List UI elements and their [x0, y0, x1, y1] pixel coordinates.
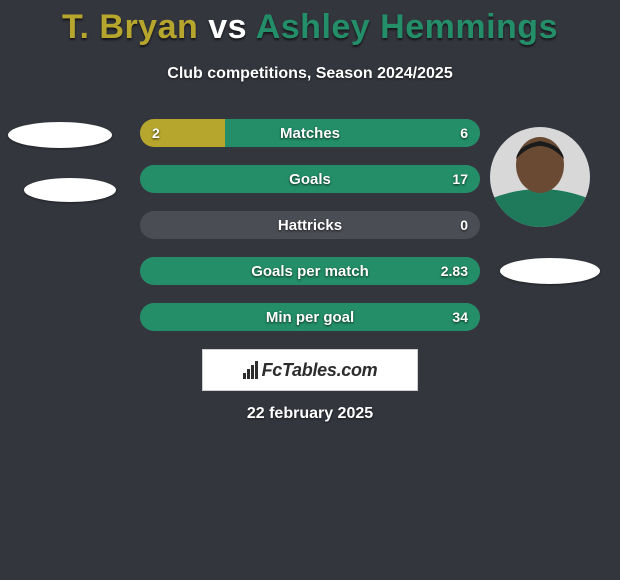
- title-player1: T. Bryan: [62, 8, 198, 46]
- subtitle: Club competitions, Season 2024/2025: [0, 65, 620, 83]
- stat-label: Matches: [140, 119, 480, 147]
- stat-label: Goals: [140, 165, 480, 193]
- date: 22 february 2025: [0, 405, 620, 423]
- bar-chart-icon: [243, 361, 258, 379]
- name-placeholder: [24, 178, 116, 202]
- stat-value-right: 34: [452, 303, 468, 331]
- stat-bar: Goals17: [140, 165, 480, 193]
- stat-value-right: 6: [460, 119, 468, 147]
- comparison-bars: 2Matches6 Goals17 Hattricks0 Goals per matc…: [140, 119, 480, 331]
- stat-value-right: 17: [452, 165, 468, 193]
- stat-value-right: 2.83: [441, 257, 468, 285]
- title-vs: vs: [198, 8, 255, 46]
- stat-value-right: 0: [460, 211, 468, 239]
- name-placeholder: [8, 122, 112, 148]
- stat-label: Min per goal: [140, 303, 480, 331]
- stat-bar: Min per goal34: [140, 303, 480, 331]
- comparison-title: T. Bryan vs Ashley Hemmings: [0, 0, 620, 47]
- stat-label: Goals per match: [140, 257, 480, 285]
- stat-bar: Goals per match2.83: [140, 257, 480, 285]
- player2-avatar: [490, 127, 590, 227]
- name-placeholder: [500, 258, 600, 284]
- fctables-logo: FcTables.com: [202, 349, 418, 391]
- logo-text: FcTables.com: [262, 360, 378, 381]
- stat-bar: Hattricks0: [140, 211, 480, 239]
- title-player2: Ashley Hemmings: [256, 8, 558, 46]
- stat-bar: 2Matches6: [140, 119, 480, 147]
- stat-label: Hattricks: [140, 211, 480, 239]
